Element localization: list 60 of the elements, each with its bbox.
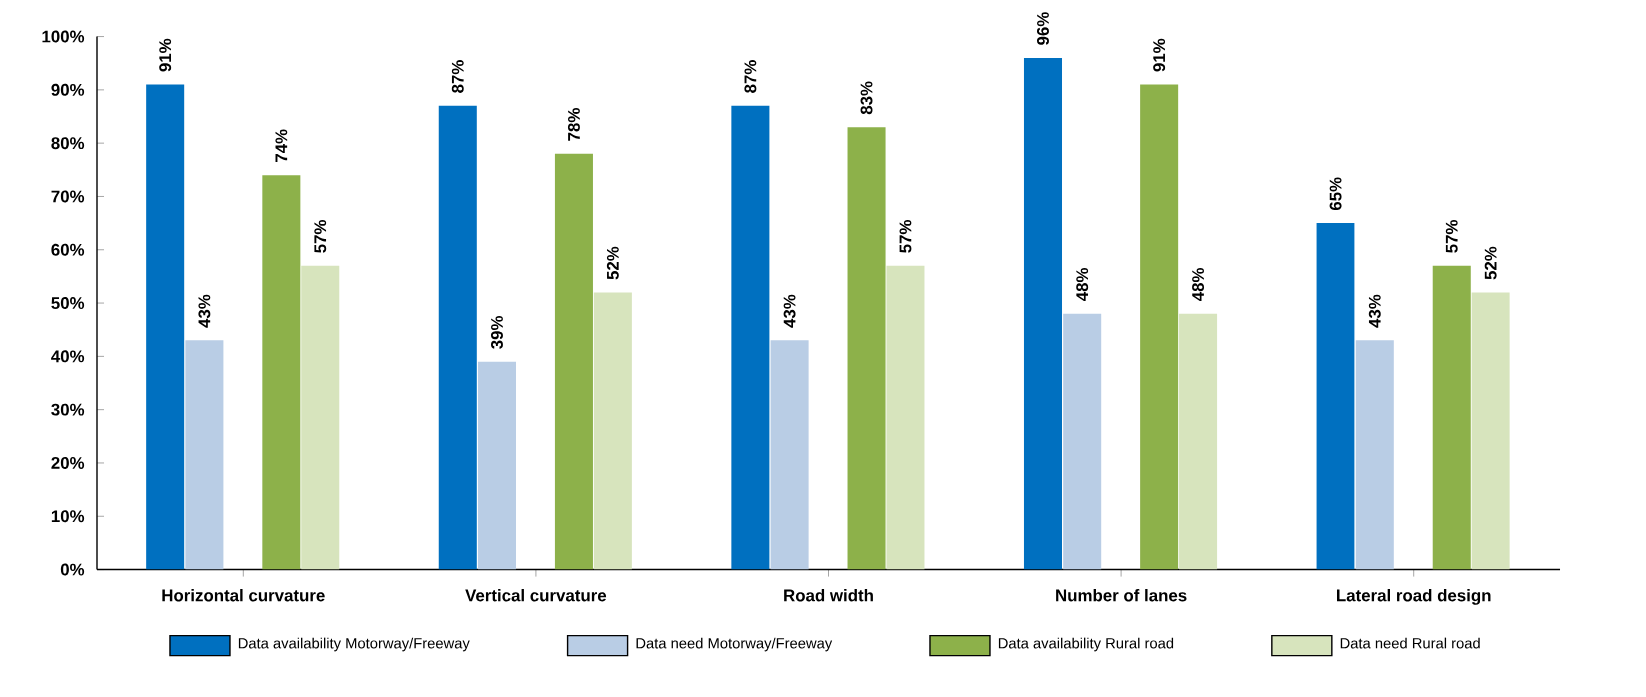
- data-label: 43%: [198, 294, 211, 328]
- data-label: 43%: [1368, 294, 1381, 328]
- bar: [847, 127, 886, 570]
- data-label: 48%: [1192, 268, 1205, 302]
- data-label: 57%: [899, 220, 912, 254]
- data-label: 96%: [1037, 12, 1049, 46]
- bar: [770, 340, 809, 570]
- bar: [886, 265, 925, 570]
- bar: [146, 84, 185, 570]
- x-tick-label: Lateral road design: [1337, 589, 1491, 606]
- bar: [1355, 340, 1394, 570]
- x-tick-label: Number of lanes: [1056, 589, 1187, 602]
- y-tick-label: 60%: [51, 243, 85, 256]
- y-tick-label: 30%: [51, 403, 85, 416]
- data-label: 52%: [1484, 246, 1497, 280]
- bar: [1432, 265, 1471, 570]
- data-label: 65%: [1329, 177, 1342, 211]
- data-label: 48%: [1076, 268, 1089, 302]
- data-label: 87%: [744, 60, 757, 94]
- bar: [301, 265, 340, 570]
- bar: [1023, 58, 1062, 570]
- y-tick-label: 70%: [51, 190, 85, 203]
- bar: [1140, 84, 1179, 570]
- bar: [554, 154, 593, 570]
- bar: [185, 340, 224, 570]
- y-tick-label: 40%: [51, 350, 85, 363]
- bar: [1471, 292, 1510, 570]
- data-label: 52%: [606, 246, 619, 280]
- data-label: 74%: [275, 129, 288, 163]
- data-label: 39%: [490, 316, 503, 350]
- data-label: 87%: [451, 60, 464, 94]
- y-tick-label: 20%: [51, 457, 85, 470]
- legend-label: Data availability Rural road: [998, 637, 1174, 652]
- bar: [1063, 313, 1102, 570]
- bar: [731, 106, 770, 570]
- legend-label: Data need Rural road: [1340, 637, 1480, 649]
- bar: [477, 361, 517, 570]
- bar: [1316, 223, 1355, 570]
- y-tick-label: 80%: [51, 137, 85, 150]
- x-tick-label: Road width: [784, 589, 873, 602]
- bar: [593, 292, 632, 570]
- legend-label: Data need Motorway/Freeway: [636, 637, 833, 652]
- bar: [438, 106, 477, 570]
- x-tick-label: Vertical curvature: [465, 589, 607, 602]
- bar: [1179, 313, 1218, 570]
- data-label: 57%: [1445, 220, 1458, 254]
- x-tick-label: Horizontal curvature: [162, 589, 325, 602]
- y-tick-label: 90%: [51, 84, 85, 97]
- data-label: 91%: [1153, 39, 1166, 72]
- data-label: 91%: [159, 39, 172, 72]
- data-label: 57%: [314, 220, 327, 254]
- y-tick-label: 100%: [42, 30, 85, 43]
- bar: [262, 175, 301, 570]
- data-label: 78%: [567, 108, 580, 141]
- y-tick-label: 0%: [60, 563, 85, 576]
- y-tick-label: 10%: [51, 510, 85, 523]
- data-label: 43%: [783, 294, 796, 328]
- y-tick-label: 50%: [51, 297, 85, 310]
- legend-label: Data availability Motorway/Freeway: [238, 637, 470, 652]
- data-label: 83%: [860, 81, 873, 115]
